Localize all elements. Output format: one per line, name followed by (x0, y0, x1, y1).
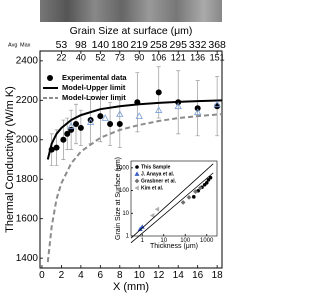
point (97, 113, 104, 120)
top-max-label: 219 (131, 39, 149, 51)
point (101, 114, 109, 121)
y-tick-label: 100 (119, 188, 130, 194)
series-line (130, 163, 214, 239)
x-tick-label: 10 (160, 238, 167, 244)
x-tick-label: 12 (153, 270, 165, 281)
x-axis-label: Thickness (μm) (150, 243, 198, 250)
point (86, 118, 95, 125)
top-max-label: 258 (150, 39, 168, 51)
page: {"chart_data": [ {"type": "scatter", "xl… (3, 0, 227, 293)
point (214, 103, 221, 110)
x-tick-label: 16 (192, 270, 204, 281)
point (180, 200, 186, 205)
legend-label: Model-Upper limit (62, 83, 126, 92)
chart: 0 2 4 6 8 10 12 14 16 18 1400 1600 1800 2000 2200 2400 X… (4, 0, 226, 293)
legend-label: Grasbner et al. (141, 178, 177, 184)
point (197, 185, 203, 191)
point (60, 136, 67, 143)
x-tick-label: 8 (117, 270, 123, 281)
top-avg-label: 52 (95, 52, 105, 62)
x-tick-label: 6 (98, 270, 104, 281)
x-tick-label: 1 (141, 238, 145, 244)
point (116, 120, 123, 127)
point (194, 105, 201, 112)
point (134, 185, 139, 191)
point (134, 171, 140, 176)
top-max-label: 53 (56, 39, 68, 51)
point (204, 181, 209, 185)
y-tick-label: 1 (126, 234, 130, 240)
point (73, 120, 80, 127)
point (155, 89, 162, 96)
top-max-label: 368 (208, 39, 226, 51)
point (213, 100, 221, 108)
point (154, 206, 160, 212)
point (47, 75, 53, 81)
top-max-label: 332 (189, 39, 207, 51)
top-avg-label: 22 (56, 52, 66, 62)
point (186, 195, 192, 200)
x-tick-label: 18 (212, 270, 224, 281)
x-tick-label: 10 (134, 270, 146, 281)
top-avg-label: 40 (76, 52, 86, 62)
legend-label: This Sample (141, 164, 171, 170)
y-tick-label: 2000 (16, 134, 39, 145)
top-avg-label: 106 (151, 52, 166, 62)
top-avg-label: 151 (210, 52, 225, 62)
legend-label: Model-Lower limit (62, 93, 126, 102)
y-tick-label: 1600 (16, 213, 39, 224)
point (208, 175, 213, 180)
y-axis-label: Grain Size at Surface (μm) (115, 157, 122, 240)
top-max-label: 98 (75, 39, 87, 51)
x-tick-label: 100 (180, 238, 191, 244)
point (64, 130, 71, 137)
point (155, 106, 163, 113)
legend-label: Kim et al. (141, 185, 164, 191)
point (149, 213, 155, 218)
point (191, 195, 196, 199)
legend-label: Experimental data (62, 73, 127, 82)
top-avg-label: 136 (190, 52, 205, 62)
micrograph (40, 0, 222, 22)
top-max-label: 295 (169, 39, 187, 51)
y-axis-label: Thermal Conductivity (W/m K) (4, 86, 16, 233)
point (193, 108, 202, 115)
top-avg-label: 121 (171, 52, 186, 62)
point (68, 126, 75, 133)
top-avg-label: 90 (134, 52, 144, 62)
y-tick-label: 2200 (16, 95, 39, 106)
point (174, 102, 182, 110)
series-line (46, 99, 223, 160)
top-axis-title: Grain Size at surface (μm) (70, 25, 193, 37)
point (135, 165, 139, 169)
top-avg-label: 73 (115, 52, 125, 62)
series-line (130, 172, 214, 244)
x-tick-label: 0 (39, 270, 45, 281)
point (134, 178, 140, 184)
point (193, 189, 198, 194)
y-tick-label: 10 (122, 211, 129, 217)
y-tick-label: 1000 (116, 165, 130, 171)
x-tick-label: 14 (173, 270, 185, 281)
y-tick-label: 1400 (16, 253, 39, 264)
point (135, 112, 143, 119)
x-tick-label: 1000 (200, 238, 214, 244)
point (67, 122, 75, 129)
point (107, 120, 114, 127)
point (116, 110, 124, 117)
top-row-label: Max (20, 42, 31, 48)
x-axis-label: X (mm) (113, 281, 149, 293)
y-tick-label: 2400 (16, 56, 39, 67)
top-max-label: 180 (111, 39, 129, 51)
top-row-label: Avg (8, 42, 17, 48)
x-tick-label: 2 (59, 270, 65, 281)
top-max-label: 140 (92, 39, 110, 51)
point (53, 144, 60, 151)
point (77, 124, 84, 131)
x-tick-label: 4 (78, 270, 84, 281)
legend-label: J. Anaya et al. (141, 171, 175, 177)
y-tick-label: 1800 (16, 174, 39, 185)
